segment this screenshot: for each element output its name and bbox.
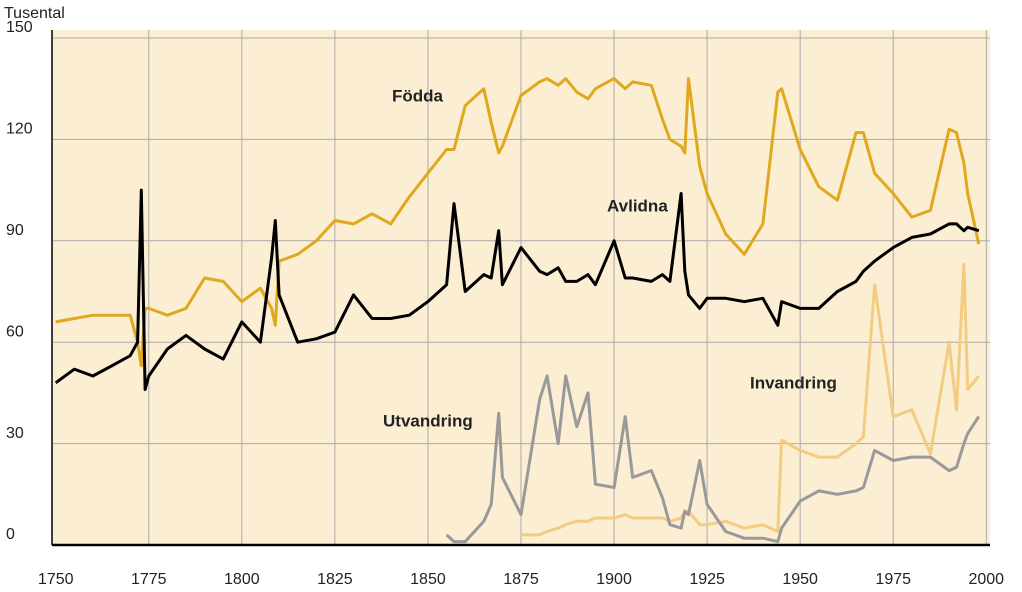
series-line — [55, 77, 981, 368]
series-label: Avlidna — [607, 196, 668, 215]
series-label: Invandring — [750, 373, 837, 392]
y-tick-label: 150 — [6, 19, 33, 36]
y-tick-label: 30 — [6, 425, 24, 442]
x-tick-label: 1775 — [131, 571, 167, 588]
x-tick-label: 1975 — [875, 571, 911, 588]
x-tick-label: 1950 — [782, 571, 818, 588]
x-tick-label: 1750 — [38, 571, 74, 588]
x-tick-label: 1850 — [410, 571, 446, 588]
series-line — [445, 374, 981, 544]
y-axis-label: Tusental — [4, 5, 65, 22]
y-tick-label: 60 — [6, 323, 24, 340]
series-label: Födda — [392, 86, 444, 105]
series-line — [54, 188, 980, 391]
x-tick-label: 2000 — [968, 571, 1004, 588]
x-tick-label: 1875 — [503, 571, 539, 588]
series-line — [521, 263, 980, 537]
x-tick-label: 1825 — [317, 571, 353, 588]
x-tick-label: 1800 — [224, 571, 260, 588]
y-tick-label: 120 — [6, 121, 33, 138]
x-tick-label: 1900 — [596, 571, 632, 588]
series-label: Utvandring — [383, 411, 473, 430]
x-tick-label: 1925 — [689, 571, 725, 588]
y-tick-label: 90 — [6, 222, 24, 239]
y-tick-label: 0 — [6, 526, 15, 543]
